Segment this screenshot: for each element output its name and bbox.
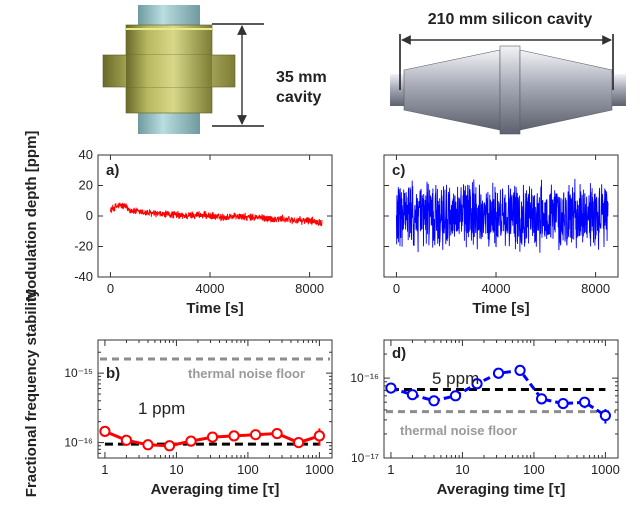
- data-point-d: [579, 396, 591, 408]
- y-tick-label-a: -20: [74, 239, 93, 254]
- data-point-b: [99, 425, 111, 437]
- y-tick-label-a: 0: [86, 208, 93, 223]
- x-tick-label-d: 1: [387, 462, 394, 477]
- x-tick-label-a: 4000: [196, 281, 225, 296]
- thermal-noise-label-b: thermal noise floor: [188, 366, 305, 381]
- x-tick-label-a: 0: [107, 281, 114, 296]
- silicon-cavity-label: 210 mm silicon cavity: [428, 11, 593, 28]
- panel-label-c: c): [392, 162, 405, 179]
- small-cavity-label-size: 35 mm: [276, 69, 327, 86]
- y-tick-label-a: -40: [74, 269, 93, 284]
- x-tick-label-d: 100: [523, 462, 545, 477]
- data-point-b: [313, 430, 326, 442]
- y-axis-title-stability: Fractional frequency stability: [23, 288, 40, 497]
- x-tick-label-b: 1: [101, 462, 108, 477]
- data-point-b: [293, 436, 305, 449]
- data-point-b: [228, 430, 240, 442]
- silicon-cavity-illustration: [390, 45, 626, 135]
- y-tick-label-a: 20: [79, 178, 93, 193]
- x-tick-label-d: 1000: [591, 462, 620, 477]
- signal-trace-c: [395, 178, 609, 253]
- x-axis-title-d: Averaging time [τ]: [437, 481, 566, 498]
- data-point-d: [449, 390, 462, 402]
- plot-frame-d: [383, 339, 619, 459]
- plot-frame-b: [97, 339, 333, 459]
- x-tick-label-b: 10: [169, 462, 183, 477]
- x-tick-label-b: 1000: [305, 462, 334, 477]
- data-point-b: [120, 434, 133, 446]
- x-tick-label-a: 8000: [295, 281, 324, 296]
- y-tick-label-b: 10⁻¹⁶: [64, 436, 93, 450]
- data-point-d: [599, 409, 612, 422]
- data-point-b: [271, 427, 283, 440]
- x-tick-label-c: 4000: [482, 281, 511, 296]
- small-cavity-dimension: [212, 23, 264, 127]
- data-point-d: [535, 393, 548, 405]
- x-tick-label-b: 100: [237, 462, 259, 477]
- panel-label-d: d): [392, 345, 406, 362]
- signal-trace-a: [109, 202, 323, 227]
- small-cavity-label-word: cavity: [276, 89, 321, 106]
- panel-b-stability-small-cavity: 1 10 100 1000 10⁻¹⁶ 10⁻¹⁵ thermal noise floor 1…: [64, 339, 334, 498]
- data-point-b: [206, 431, 219, 443]
- data-point-d: [385, 382, 397, 394]
- y-tick-label-b: 10⁻¹⁵: [64, 366, 93, 380]
- silicon-cavity-dimension: [399, 34, 614, 90]
- data-point-d: [514, 364, 526, 376]
- data-point-d: [557, 397, 569, 410]
- x-axis-title-b: Averaging time [τ]: [151, 481, 280, 498]
- x-axis-title-a: Time [s]: [186, 300, 243, 317]
- data-point-d: [428, 395, 440, 407]
- data-point-d: [492, 367, 505, 379]
- panel-d-stability-silicon-cavity: 1 10 100 1000 10⁻¹⁷ 10⁻¹⁶ thermal noise floor 5…: [350, 339, 620, 498]
- y-tick-label-d: 10⁻¹⁶: [350, 371, 379, 385]
- panel-label-a: a): [106, 162, 119, 179]
- x-axis-title-c: Time [s]: [472, 300, 529, 317]
- data-point-b: [249, 429, 262, 441]
- small-cavity-illustration: [102, 5, 236, 134]
- thermal-noise-label-d: thermal noise floor: [400, 423, 517, 438]
- data-point-b: [142, 439, 154, 451]
- x-tick-label-c: 0: [393, 281, 400, 296]
- ppm-label-b: 1 ppm: [138, 399, 185, 418]
- panel-c-modulation-depth-silicon-cavity: 0 4000 8000 c) Time [s]: [383, 154, 619, 317]
- x-tick-label-d: 10: [455, 462, 469, 477]
- data-point-d: [406, 389, 419, 401]
- ppm-label-d: 5 ppm: [432, 369, 479, 388]
- x-tick-label-c: 8000: [581, 281, 610, 296]
- y-axis-title-modulation: Modulation depth [ppm]: [23, 131, 40, 302]
- data-point-b: [163, 440, 176, 452]
- panel-label-b: b): [106, 365, 120, 382]
- y-tick-label-a: 40: [79, 147, 93, 162]
- data-point-b: [185, 435, 197, 447]
- y-tick-label-d: 10⁻¹⁷: [351, 451, 379, 465]
- panel-a-modulation-depth-small-cavity: 0 4000 8000 40 20 0 -20 -40 a) Time [s]: [74, 147, 333, 317]
- data-point-d: [471, 378, 483, 390]
